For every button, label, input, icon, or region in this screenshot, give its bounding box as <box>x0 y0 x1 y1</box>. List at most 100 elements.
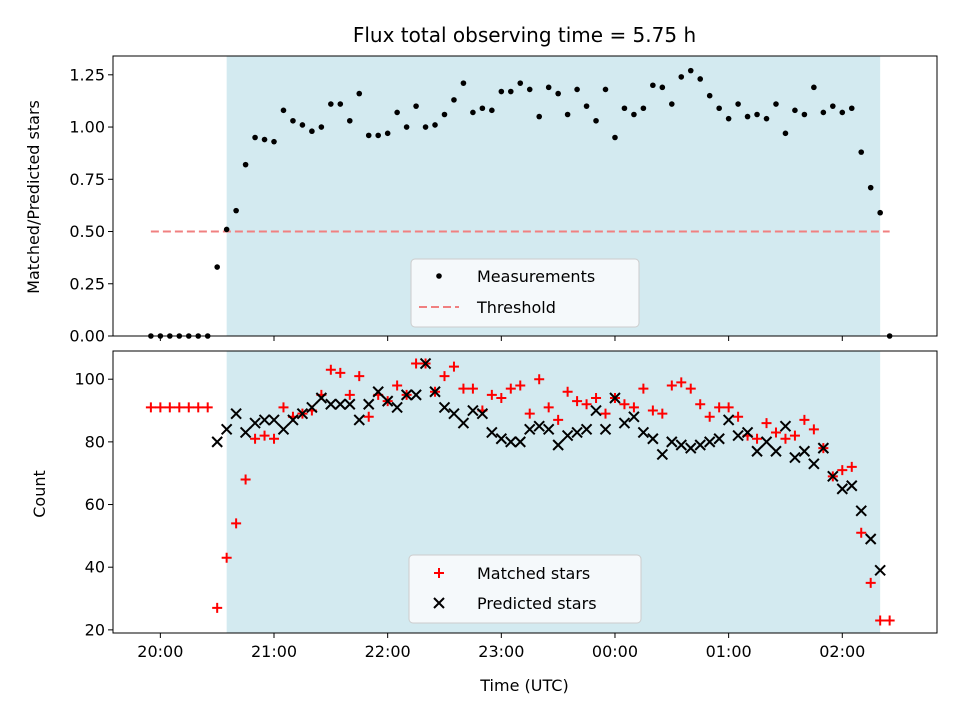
matched-star-point <box>714 402 725 413</box>
matched-star-point <box>733 411 744 422</box>
predicted-star-point <box>798 445 811 457</box>
predicted-star-point <box>846 480 858 492</box>
measurement-point <box>725 115 732 122</box>
bottom-y-tick-label: 60 <box>85 495 105 514</box>
predicted-star-point <box>666 436 678 448</box>
matched-star-point <box>704 411 715 422</box>
top-y-tick-label: 1.25 <box>69 65 105 84</box>
matched-star-point <box>628 402 639 413</box>
predicted-star-point <box>391 401 403 414</box>
measurement-point <box>678 74 685 80</box>
predicted-star-point <box>808 458 820 470</box>
predicted-star-point <box>855 505 867 517</box>
predicted-star-point <box>656 448 669 461</box>
predicted-star-point <box>770 445 782 457</box>
predicted-star-point <box>722 414 735 426</box>
predicted-star-point <box>429 386 441 398</box>
measurement-point <box>526 86 533 93</box>
measurement-point <box>403 124 410 130</box>
measurement-point <box>716 105 722 112</box>
predicted-star-point <box>268 414 280 426</box>
matched-star-point <box>647 405 658 416</box>
predicted-star-point <box>239 426 252 439</box>
measurement-point <box>744 113 751 120</box>
predicted-star-point <box>372 386 384 398</box>
predicted-star-point <box>296 407 309 420</box>
measurement-point <box>280 107 287 114</box>
top-y-tick-label: 0.75 <box>69 170 105 189</box>
predicted-star-point <box>524 423 536 436</box>
predicted-star-point <box>457 417 470 429</box>
top-panel: 0.00 0.25 0.50 0.75 1.00 1.25 Measurements Thre… <box>69 55 938 346</box>
x-tick-label: 23:00 <box>478 642 524 661</box>
matched-star-point <box>638 383 649 394</box>
top-y-tick-label: 1.00 <box>69 118 105 137</box>
measurement-point <box>650 82 656 89</box>
predicted-star-point <box>751 445 763 457</box>
bottom-y-tick-label: 20 <box>85 620 105 639</box>
predicted-star-point <box>419 357 432 370</box>
measurement-point <box>384 130 391 137</box>
matched-star-point <box>363 411 374 422</box>
matched-star-point <box>524 408 535 419</box>
bottom-axes-frame <box>112 350 938 634</box>
measurement-point <box>640 105 647 112</box>
top-y-tick-label: 0.50 <box>69 222 105 241</box>
matched-star-point <box>591 393 602 403</box>
matched-star-point <box>335 367 346 378</box>
matched-star-point <box>837 465 848 476</box>
predicted-star-point <box>476 407 489 420</box>
matched-star-point <box>562 386 573 397</box>
measurement-point <box>564 111 571 118</box>
predicted-star-point <box>381 395 394 407</box>
measurement-point <box>536 113 543 120</box>
matched-star-point <box>155 402 166 413</box>
predicted-star-point <box>505 436 517 448</box>
predicted-star-point <box>580 423 593 436</box>
measurement-point <box>687 67 694 74</box>
measurement-point <box>214 264 220 270</box>
matched-star-point <box>439 371 450 382</box>
matched-star-point <box>780 433 791 444</box>
matched-star-point <box>856 527 867 538</box>
x-tick-label: 00:00 <box>592 642 638 661</box>
bottom-y-tick-label: 40 <box>85 558 105 577</box>
predicted-star-point <box>438 401 451 414</box>
matched-star-point <box>212 602 223 613</box>
measurement-point <box>479 105 486 112</box>
predicted-star-point <box>344 398 356 410</box>
predicted-star-point <box>760 436 773 448</box>
top-legend: Measurements Threshold <box>410 258 640 328</box>
predicted-star-point <box>533 420 545 432</box>
predicted-star-point <box>694 439 706 451</box>
matched-star-point <box>676 377 687 388</box>
measurement-point <box>555 90 561 97</box>
matched-star-point <box>259 430 270 441</box>
predicted-star-point <box>741 426 754 439</box>
legend-threshold-label: Threshold <box>476 298 556 317</box>
predicted-star-point <box>211 436 223 448</box>
measurement-point <box>498 88 505 95</box>
measurement-point <box>801 111 808 118</box>
matched-star-point <box>486 389 497 400</box>
matched-star-point <box>572 396 583 407</box>
matched-star-point <box>666 380 677 391</box>
predicted-star-point <box>685 442 697 454</box>
predicted-star-point <box>353 414 365 426</box>
predicted-star-point <box>571 426 583 439</box>
x-axis-label: Time (UTC) <box>479 676 568 695</box>
top-y-axis-label: Matched/Predicted stars <box>24 100 43 294</box>
measurement-point <box>782 130 789 137</box>
matched-star-point <box>250 433 261 444</box>
matched-star-point <box>505 383 516 394</box>
matched-star-point <box>221 552 232 563</box>
x-tick-label: 02:00 <box>819 642 865 661</box>
measurement-point <box>299 122 306 128</box>
predicted-star-point <box>230 407 242 420</box>
measurement-point <box>441 111 448 118</box>
predicted-star-point <box>561 429 574 442</box>
measurement-point <box>422 124 429 130</box>
bottom-legend-box <box>408 554 642 624</box>
measurement-point <box>735 101 741 107</box>
legend-predicted-label: Predicted stars <box>477 594 597 613</box>
